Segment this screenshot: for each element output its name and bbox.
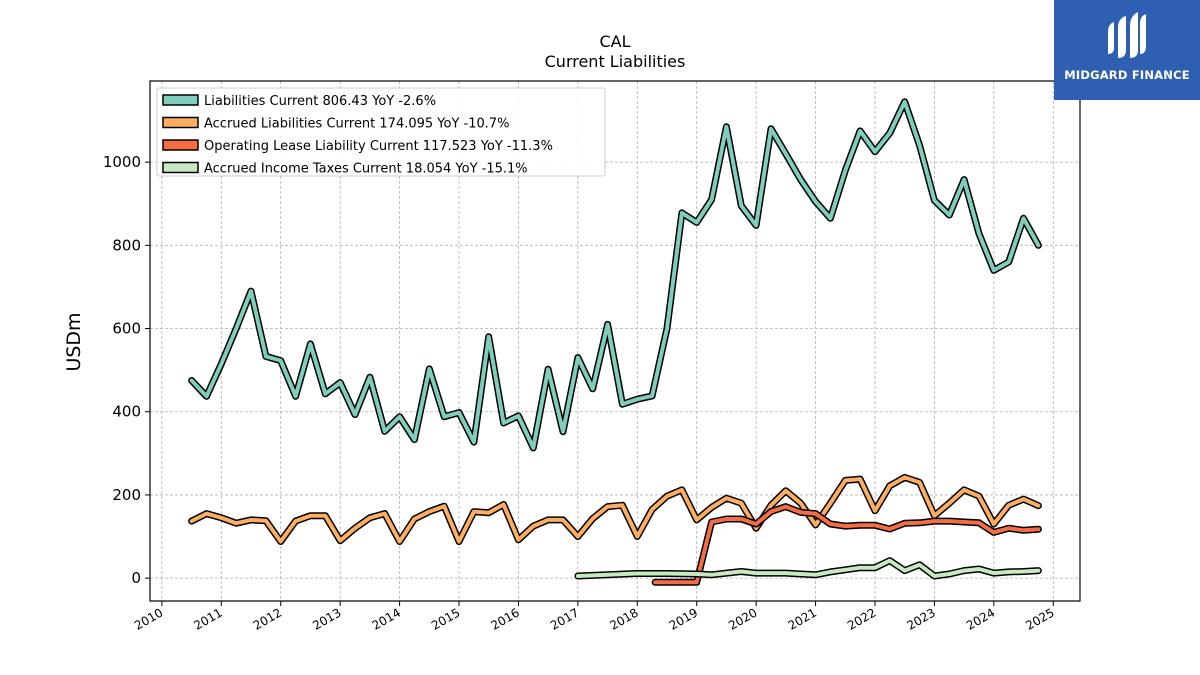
plot-frame: [149, 80, 1081, 602]
midgard-logo-icon: [1108, 12, 1146, 58]
y-tick-label: 200: [112, 486, 141, 504]
x-tick-label: 2017: [548, 605, 581, 632]
series-line-2: [651, 503, 1042, 586]
brand-name: MIDGARD FINANCE: [1064, 68, 1190, 82]
x-tick-label: 2025: [1023, 605, 1056, 632]
x-tick-label: 2022: [845, 605, 878, 632]
legend-entry: Liabilities Current 806.43 YoY -2.6%: [204, 94, 436, 109]
x-tick-label: 2021: [786, 605, 819, 632]
x-tick-label: 2018: [607, 605, 640, 632]
series-outline: [188, 473, 1042, 545]
series-stroke: [575, 558, 1041, 578]
legend-swatch: [162, 116, 199, 129]
y-tick-label: 600: [112, 320, 141, 338]
series-stroke: [653, 504, 1041, 585]
series-line-0: [188, 98, 1042, 452]
legend-entry: Accrued Liabilities Current 174.095 YoY …: [204, 117, 510, 132]
legend-entry: Operating Lease Liability Current 117.52…: [204, 139, 553, 154]
y-tick-label: 800: [112, 236, 141, 254]
x-tick-label: 2011: [191, 605, 224, 632]
series-stroke: [189, 475, 1041, 544]
chart-title: CAL: [599, 32, 630, 51]
series-lines: [188, 98, 1042, 586]
chart-subtitle: Current Liabilities: [545, 52, 686, 71]
x-tick-label: 2013: [310, 605, 343, 632]
x-tick-label: 2024: [964, 605, 997, 632]
x-tick-label: 2019: [667, 605, 700, 632]
series-stroke: [189, 99, 1041, 450]
legend-box: [156, 87, 606, 177]
brand-logo: MIDGARD FINANCE: [1054, 0, 1200, 100]
x-tick-label: 2016: [488, 605, 521, 632]
axes: 0 200 400 600 800 1000 2010 2011 2012 2013 2014 201…: [103, 153, 1057, 633]
x-tick-label: 2023: [904, 605, 937, 632]
legend: Liabilities Current 806.43 YoY -2.6% Accr…: [156, 87, 606, 177]
x-tick-label: 2020: [726, 605, 759, 632]
series-line-3: [574, 557, 1042, 580]
y-tick-label: 1000: [103, 153, 141, 171]
x-tick-label: 2010: [132, 605, 165, 632]
legend-entry: Accrued Income Taxes Current 18.054 YoY …: [204, 162, 528, 177]
y-tick-label: 400: [112, 403, 141, 421]
legend-swatch: [162, 161, 199, 174]
x-tick-label: 2012: [251, 605, 284, 632]
legend-swatch: [162, 139, 199, 151]
x-tick-label: 2014: [370, 605, 403, 632]
y-tick-label: 0: [131, 569, 141, 587]
legend-swatch: [162, 94, 199, 106]
x-tick-label: 2015: [429, 605, 462, 632]
y-axis-label: USDm: [63, 312, 85, 371]
series-line-1: [188, 473, 1042, 545]
